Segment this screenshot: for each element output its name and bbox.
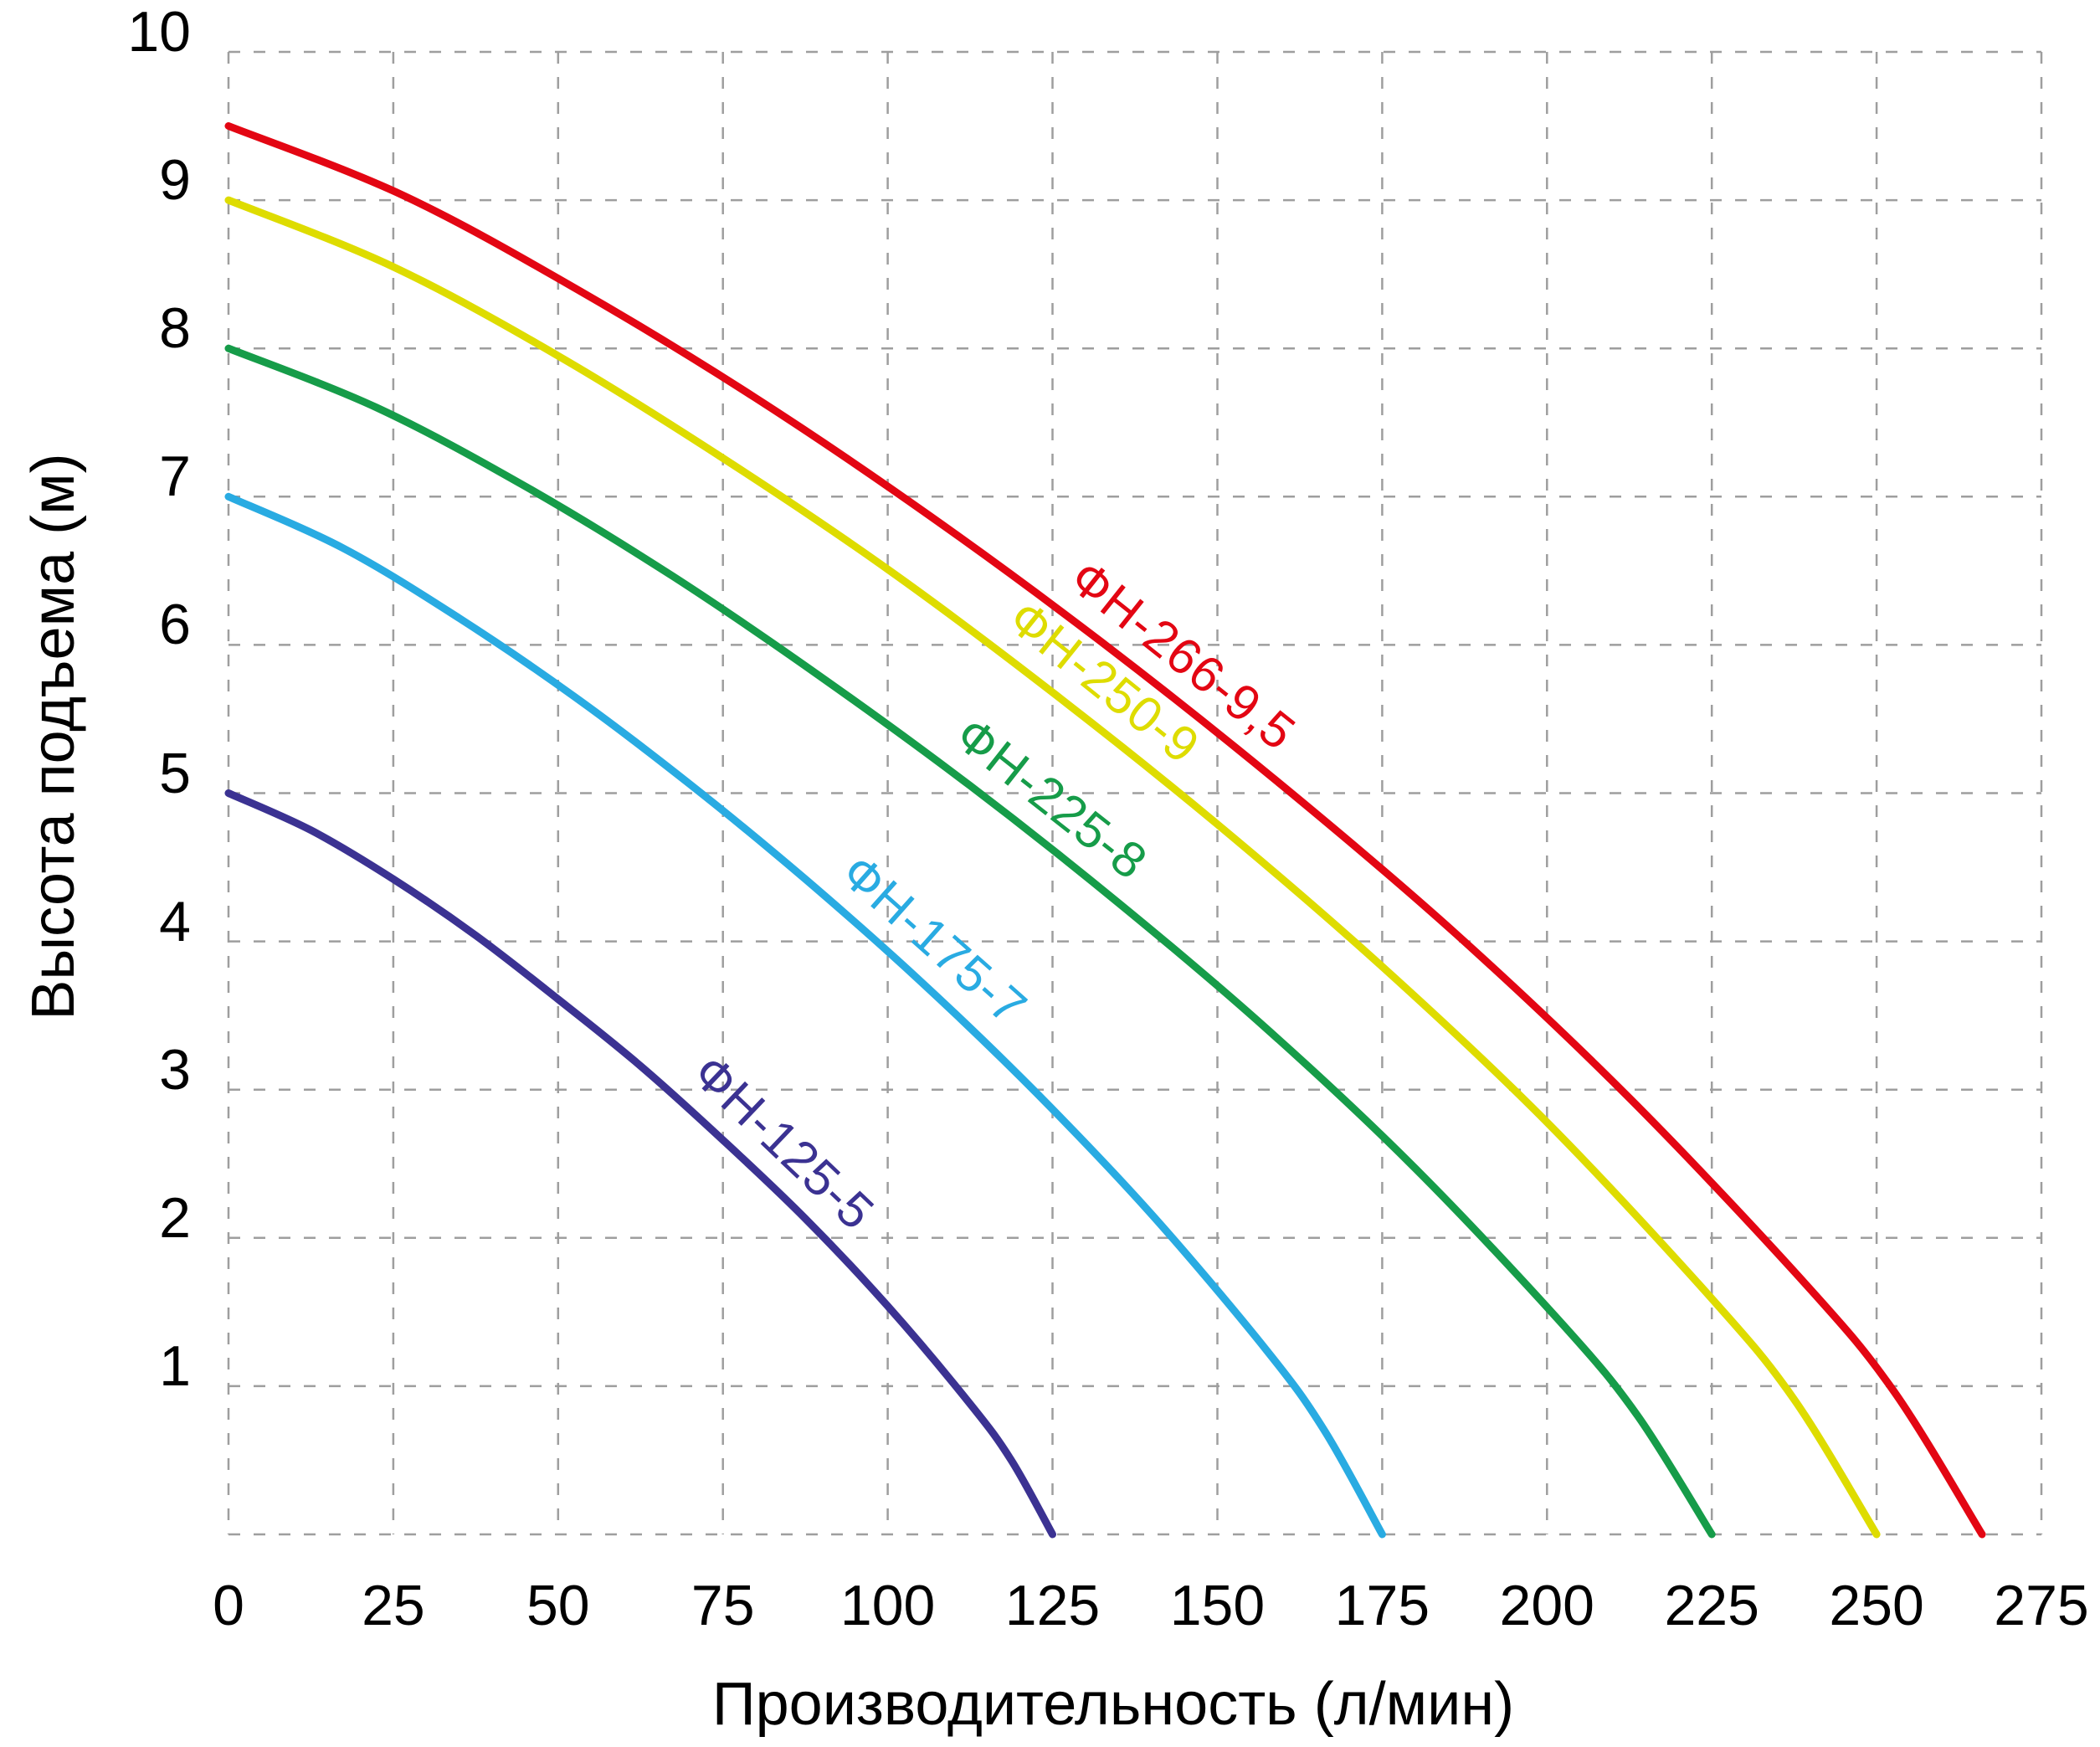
x-tick-label: 25	[362, 1574, 425, 1637]
x-tick-label: 275	[1994, 1574, 2089, 1637]
y-tick-label: 9	[159, 148, 191, 213]
y-tick-label: 4	[159, 889, 191, 953]
x-axis-title: Производительность (л/мин)	[711, 1671, 1515, 1738]
pump-curve	[224, 122, 1986, 1539]
y-axis-title: Высота подъема (м)	[20, 453, 87, 1020]
x-tick-label: 250	[1829, 1574, 1924, 1637]
x-tick-label: 75	[691, 1574, 755, 1637]
x-tick-label: 175	[1334, 1574, 1430, 1637]
x-tick-label: 50	[526, 1574, 590, 1637]
y-tick-label: 8	[159, 296, 191, 361]
pump-curve	[224, 789, 1056, 1539]
y-tick-label: 7	[159, 444, 191, 509]
y-tick-label: 6	[159, 593, 191, 657]
pump-curve	[224, 196, 1881, 1539]
y-tick-label: 3	[159, 1037, 191, 1102]
y-tick-label: 2	[159, 1185, 191, 1250]
y-tick-label: 1	[159, 1333, 191, 1398]
x-tick-label: 200	[1499, 1574, 1594, 1637]
x-tick-label: 150	[1169, 1574, 1266, 1637]
x-tick-label: 225	[1664, 1574, 1759, 1637]
x-tick-label: 125	[1004, 1574, 1101, 1637]
pump-curve	[224, 344, 1716, 1539]
pump-curve	[224, 492, 1386, 1539]
x-tick-label: 0	[213, 1574, 244, 1637]
y-tick-label: 5	[159, 741, 191, 805]
y-tick-label: 10	[127, 0, 191, 64]
x-tick-label: 100	[839, 1574, 936, 1637]
